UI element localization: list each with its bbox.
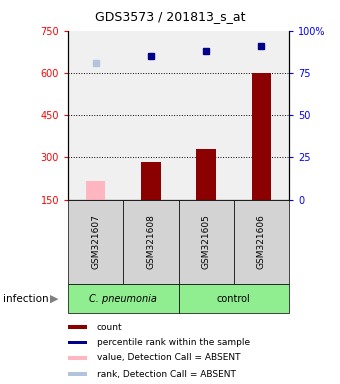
Bar [178, 200, 234, 284]
Bar [68, 284, 178, 313]
Text: percentile rank within the sample: percentile rank within the sample [97, 338, 250, 347]
Bar [234, 200, 289, 284]
Bar [68, 356, 87, 360]
Text: ▶: ▶ [50, 293, 58, 304]
Text: control: control [217, 293, 251, 304]
Text: GSM321608: GSM321608 [147, 215, 155, 269]
Bar [178, 284, 289, 313]
Bar [68, 341, 87, 344]
Bar [197, 149, 216, 200]
Bar [123, 200, 178, 284]
Bar [86, 181, 105, 200]
Text: infection: infection [3, 293, 49, 304]
Bar [252, 73, 271, 200]
Bar [68, 372, 87, 376]
Bar [68, 200, 123, 284]
Text: count: count [97, 323, 122, 332]
Bar [68, 325, 87, 329]
Text: rank, Detection Call = ABSENT: rank, Detection Call = ABSENT [97, 370, 236, 379]
Text: value, Detection Call = ABSENT: value, Detection Call = ABSENT [97, 353, 240, 362]
Text: GSM321606: GSM321606 [257, 215, 266, 269]
Text: C. pneumonia: C. pneumonia [89, 293, 157, 304]
Text: GSM321607: GSM321607 [91, 215, 100, 269]
Text: GDS3573 / 201813_s_at: GDS3573 / 201813_s_at [95, 10, 245, 23]
Bar [141, 162, 160, 200]
Text: GSM321605: GSM321605 [202, 215, 210, 269]
